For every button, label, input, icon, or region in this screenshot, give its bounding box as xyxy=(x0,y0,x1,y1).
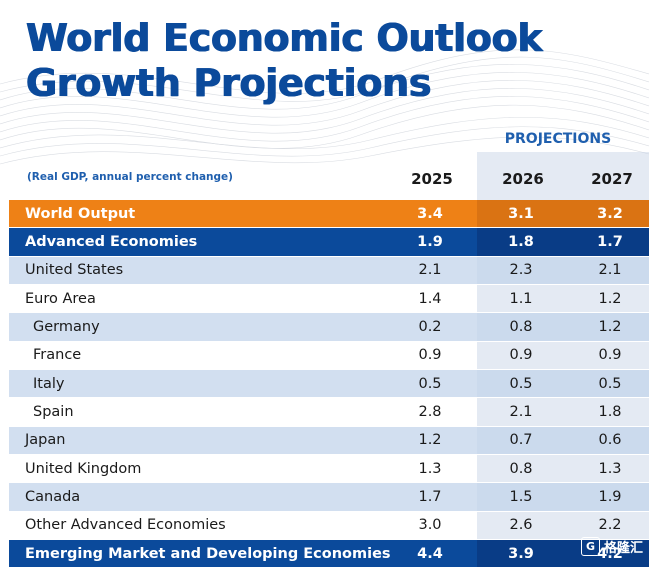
growth-table: World Output 3.4 3.1 3.2 Advanced Economies 1… xyxy=(9,200,649,567)
value-2026: 2.6 xyxy=(509,517,533,534)
year-header-2027: 2027 xyxy=(591,170,633,188)
row-label: United Kingdom xyxy=(25,460,142,477)
value-2025: 0.9 xyxy=(418,347,442,364)
row-label: Canada xyxy=(25,489,81,506)
table-row: Italy 0.5 0.5 0.5 xyxy=(9,370,649,398)
value-2025: 0.2 xyxy=(418,319,442,336)
value-2027: 1.8 xyxy=(598,404,622,421)
value-2026: 0.7 xyxy=(509,432,533,449)
value-2026: 0.5 xyxy=(509,375,533,392)
table-row: United Kingdom 1.3 0.8 1.3 xyxy=(9,455,649,482)
title-line-2: Growth Projections xyxy=(26,61,432,105)
value-2027: 1.7 xyxy=(597,234,623,251)
table-row: Spain 2.8 2.1 1.8 xyxy=(9,398,649,425)
table-row: Emerging Market and Developing Economies… xyxy=(9,540,649,567)
value-2025: 1.2 xyxy=(418,432,442,449)
value-2025: 1.7 xyxy=(418,489,442,506)
row-separator xyxy=(9,397,649,399)
row-separator xyxy=(9,454,649,456)
value-2026: 3.9 xyxy=(508,545,534,562)
unit-label: (Real GDP, annual percent change) xyxy=(27,171,233,183)
watermark-logo-icon: G xyxy=(580,537,600,556)
table-row: World Output 3.4 3.1 3.2 xyxy=(9,200,649,228)
table-row: Other Advanced Economies 3.0 2.6 2.2 xyxy=(9,512,649,539)
row-separator xyxy=(9,312,649,314)
row-separator xyxy=(9,255,649,257)
page-title: World Economic Outlook Growth Projection… xyxy=(26,16,543,106)
year-header-2026: 2026 xyxy=(502,170,544,188)
value-2027: 1.9 xyxy=(598,489,622,506)
row-separator xyxy=(9,482,649,484)
value-2027: 0.5 xyxy=(598,375,622,392)
value-2027: 1.2 xyxy=(598,319,622,336)
table-row: Canada 1.7 1.5 1.9 xyxy=(9,483,649,511)
projections-label: PROJECTIONS xyxy=(504,131,612,147)
value-2026: 2.1 xyxy=(509,404,533,421)
value-2025: 1.4 xyxy=(418,290,442,307)
projection-tint xyxy=(477,228,649,256)
value-2027: 0.9 xyxy=(598,347,622,364)
row-separator xyxy=(9,284,649,286)
row-label: Emerging Market and Developing Economies xyxy=(25,545,391,562)
row-label: Euro Area xyxy=(25,290,96,307)
row-label: France xyxy=(33,347,82,364)
table-row: Euro Area 1.4 1.1 1.2 xyxy=(9,285,649,312)
value-2026: 3.1 xyxy=(508,205,534,222)
projection-tint xyxy=(477,200,649,228)
value-2025: 0.5 xyxy=(418,375,442,392)
value-2025: 1.9 xyxy=(417,234,443,251)
row-label: Spain xyxy=(33,404,74,421)
row-separator xyxy=(9,340,649,342)
title-line-1: World Economic Outlook xyxy=(26,16,543,60)
row-label: United States xyxy=(25,262,124,279)
row-separator xyxy=(9,425,649,427)
row-label: Japan xyxy=(25,432,66,449)
value-2026: 0.8 xyxy=(509,460,533,477)
row-separator xyxy=(9,510,649,512)
row-label: Other Advanced Economies xyxy=(25,517,226,534)
value-2027: 1.2 xyxy=(598,290,622,307)
value-2025: 2.1 xyxy=(418,262,442,279)
value-2027: 1.3 xyxy=(598,460,622,477)
row-label: Advanced Economies xyxy=(25,234,198,251)
row-separator xyxy=(9,369,649,371)
watermark-text: 格隆汇 xyxy=(603,541,643,556)
value-2026: 2.3 xyxy=(509,262,533,279)
value-2026: 1.5 xyxy=(509,489,533,506)
value-2025: 1.3 xyxy=(418,460,442,477)
value-2027: 0.6 xyxy=(598,432,622,449)
value-2027: 3.2 xyxy=(597,205,623,222)
value-2025: 3.4 xyxy=(417,205,443,222)
value-2027: 2.2 xyxy=(598,517,622,534)
value-2027: 4.2 xyxy=(597,545,623,562)
table-row: Germany 0.2 0.8 1.2 xyxy=(9,313,649,341)
row-label: Germany xyxy=(33,319,100,336)
value-2025: 2.8 xyxy=(418,404,442,421)
table-row: Japan 1.2 0.7 0.6 xyxy=(9,426,649,455)
value-2026: 0.9 xyxy=(509,347,533,364)
watermark: G 格隆汇 xyxy=(580,537,643,556)
row-separator xyxy=(9,539,649,541)
table-row: France 0.9 0.9 0.9 xyxy=(9,342,649,369)
value-2025: 3.0 xyxy=(418,517,442,534)
year-header-2025: 2025 xyxy=(411,170,453,188)
background-wave-pattern xyxy=(0,49,649,165)
value-2026: 1.1 xyxy=(509,290,533,307)
row-separator xyxy=(9,227,649,229)
row-label: Italy xyxy=(33,375,65,392)
row-label: World Output xyxy=(25,205,136,222)
table-row: Advanced Economies 1.9 1.8 1.7 xyxy=(9,228,649,256)
value-2026: 1.8 xyxy=(508,234,534,251)
value-2026: 0.8 xyxy=(509,319,533,336)
value-2027: 2.1 xyxy=(598,262,622,279)
table-row: United States 2.1 2.3 2.1 xyxy=(9,256,649,285)
value-2025: 4.4 xyxy=(417,545,443,562)
